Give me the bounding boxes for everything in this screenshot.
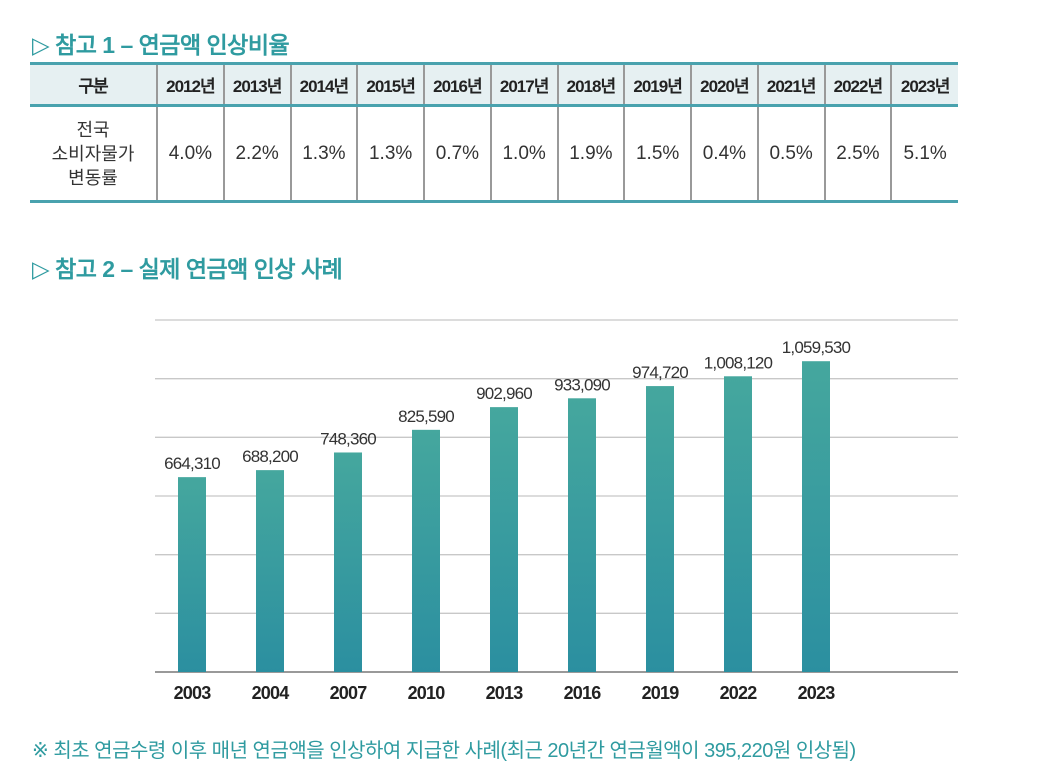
x-tick-label: 2013 [486, 683, 524, 703]
data-label: 933,090 [554, 375, 610, 394]
table-cell: 1.3% [289, 105, 358, 202]
data-label: 688,200 [242, 447, 298, 466]
x-tick-label: 2023 [798, 683, 836, 703]
bar-2003 [178, 477, 206, 672]
table-cell: 2.2% [222, 105, 291, 202]
table-header-cell: 2020년 [690, 63, 758, 106]
x-tick-label: 2003 [174, 683, 212, 703]
table-cell: 0.5% [756, 105, 825, 202]
table-header-cell: 구분 [78, 77, 108, 96]
bar-2023 [802, 361, 830, 672]
table-cell: 5.1% [890, 105, 958, 202]
table-header-row: 구분 2012년 2013년 2014년 2015년 2016년 2017년 2018년 201… [30, 63, 958, 106]
table-header-cell: 2023년 [890, 63, 958, 106]
table-cell: 2.5% [823, 105, 892, 202]
data-label: 1,008,120 [704, 353, 773, 372]
table-header-cell: 2022년 [823, 63, 892, 106]
table-header-cell: 2019년 [623, 63, 691, 106]
x-tick-label: 2019 [642, 683, 680, 703]
bar-2022 [724, 376, 752, 672]
row-label-line: 변동률 [68, 167, 118, 188]
row-label-line: 소비자물가 [51, 143, 135, 164]
data-label: 825,590 [398, 407, 454, 426]
table-cell: 4.0% [156, 105, 224, 202]
table-header-cell: 2021년 [756, 63, 825, 106]
data-label: 974,720 [632, 363, 688, 382]
row-label-line: 전국 [76, 119, 110, 140]
section-2-title: ▷ 참고 2 – 실제 연금액 인상 사례 [32, 256, 343, 282]
table-header-cell: 2017년 [489, 63, 558, 106]
x-tick-label: 2016 [564, 683, 602, 703]
table-cell: 0.7% [423, 105, 491, 202]
row-label: 전국 소비자물가 변동률 [30, 106, 157, 202]
table-header-cell: 2015년 [356, 63, 424, 106]
x-tick-label: 2007 [330, 683, 368, 703]
x-tick-label: 2004 [252, 683, 290, 703]
cpi-table: 구분 2012년 2013년 2014년 2015년 2016년 2017년 2018년 201… [30, 62, 958, 203]
bar-2010 [412, 429, 440, 672]
bar-2007 [334, 452, 362, 672]
section-1-title: ▷ 참고 1 – 연금액 인상비율 [32, 32, 290, 58]
table-header-cell: 2018년 [556, 63, 625, 106]
table-cell: 1.0% [489, 105, 558, 202]
x-tick-label: 2010 [408, 683, 446, 703]
table-row: 전국 소비자물가 변동률 4.0% 2.2% 1.3% 1.3% 0.7% 1.0% 1.9… [30, 105, 958, 202]
data-label: 902,960 [476, 384, 532, 403]
bar-2016 [568, 398, 596, 672]
bar-2004 [256, 470, 284, 672]
table-header-cell: 2013년 [222, 63, 291, 106]
table-header-cell: 2014년 [289, 63, 358, 106]
data-label: 1,059,530 [782, 338, 851, 357]
data-label: 664,310 [164, 454, 220, 473]
x-tick-label: 2022 [720, 683, 758, 703]
data-label: 748,360 [320, 429, 376, 448]
table-cell: 0.4% [690, 105, 758, 202]
footnote: ※ 최초 연금수령 이후 매년 연금액을 인상하여 지급한 사례(최근 20년간… [32, 740, 856, 762]
table-header-cell: 2016년 [423, 63, 491, 106]
bar-2019 [646, 386, 674, 672]
table-header-cell: 2012년 [156, 63, 224, 106]
table-cell: 1.5% [623, 105, 691, 202]
bar-2013 [490, 407, 518, 672]
table-cell: 1.3% [356, 105, 424, 202]
table-cell: 1.9% [556, 105, 625, 202]
